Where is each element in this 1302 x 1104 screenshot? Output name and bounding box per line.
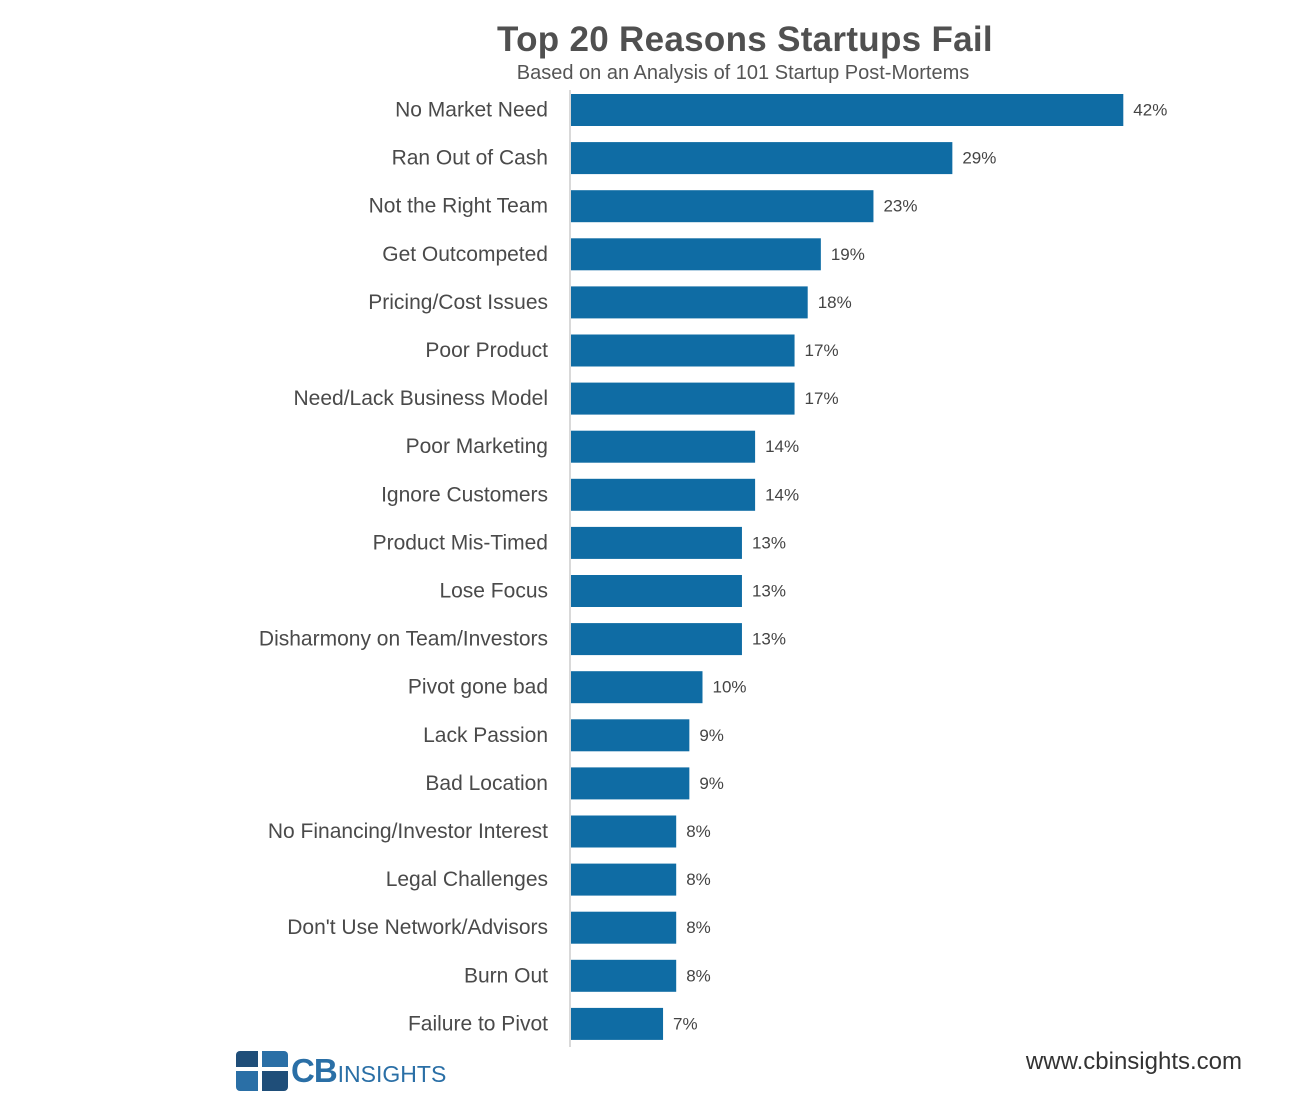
category-label: No Financing/Investor Interest <box>268 820 548 843</box>
bar <box>571 142 953 175</box>
bar <box>571 1007 664 1040</box>
logo-insights-text: INSIGHTS <box>337 1061 447 1087</box>
source-url: www.cbinsights.com <box>1025 1048 1242 1075</box>
bar <box>571 719 690 752</box>
value-label: 18% <box>818 293 852 312</box>
value-label: 13% <box>752 630 786 649</box>
category-label: Lose Focus <box>439 580 548 603</box>
bar <box>571 815 677 848</box>
bar <box>571 575 742 607</box>
bar <box>571 382 795 415</box>
category-label: Pivot gone bad <box>408 676 548 699</box>
value-label: 42% <box>1133 101 1167 120</box>
category-label: Ignore Customers <box>381 483 548 506</box>
category-label: Not the Right Team <box>369 195 548 218</box>
value-label: 9% <box>699 774 724 793</box>
value-label: 14% <box>765 437 799 456</box>
category-label: Poor Marketing <box>406 435 548 458</box>
bar <box>571 623 742 656</box>
chart-subtitle: Based on an Analysis of 101 Startup Post… <box>516 62 970 84</box>
value-label: 8% <box>686 870 711 889</box>
category-label: Product Mis-Timed <box>373 531 548 554</box>
value-label: 29% <box>962 149 996 168</box>
cb-insights-logo: CB INSIGHTS <box>236 1050 446 1092</box>
value-label: 14% <box>765 485 799 504</box>
category-label: No Market Need <box>395 99 548 122</box>
category-label: Lack Passion <box>423 724 548 747</box>
value-label: 19% <box>831 245 865 264</box>
bar <box>571 94 1124 126</box>
bar <box>571 286 808 319</box>
value-label: 8% <box>686 918 711 937</box>
category-label: Pricing/Cost Issues <box>368 291 548 314</box>
value-label: 17% <box>805 389 839 408</box>
value-label: 13% <box>752 582 786 601</box>
value-label: 8% <box>686 966 711 985</box>
bar <box>571 238 821 271</box>
logo-cb-text: CB <box>291 1052 338 1089</box>
category-label: Get Outcompeted <box>382 243 548 266</box>
category-label: Disharmony on Team/Investors <box>259 628 548 651</box>
bar <box>571 526 742 559</box>
category-label: Failure to Pivot <box>408 1012 548 1035</box>
value-label: 23% <box>883 197 917 216</box>
bar <box>571 863 677 896</box>
category-label: Poor Product <box>425 339 548 362</box>
chart-title: Top 20 Reasons Startups Fail <box>497 20 993 59</box>
bar <box>571 911 677 944</box>
cb-insights-logo-icon <box>236 1051 288 1091</box>
bar <box>571 478 756 511</box>
value-label: 17% <box>805 341 839 360</box>
bar <box>571 190 874 223</box>
category-label: Don't Use Network/Advisors <box>287 916 548 939</box>
value-label: 8% <box>686 822 711 841</box>
value-label: 9% <box>699 726 724 745</box>
bar <box>571 334 795 367</box>
category-label: Bad Location <box>425 772 548 795</box>
category-label: Need/Lack Business Model <box>294 387 548 410</box>
bar <box>571 671 703 704</box>
category-label: Legal Challenges <box>386 868 548 891</box>
value-label: 10% <box>713 678 747 697</box>
category-label: Burn Out <box>464 964 548 987</box>
bar <box>571 959 677 992</box>
value-label: 7% <box>673 1014 698 1033</box>
category-label: Ran Out of Cash <box>392 147 548 170</box>
bar <box>571 430 756 463</box>
bar <box>571 767 690 800</box>
value-label: 13% <box>752 533 786 552</box>
